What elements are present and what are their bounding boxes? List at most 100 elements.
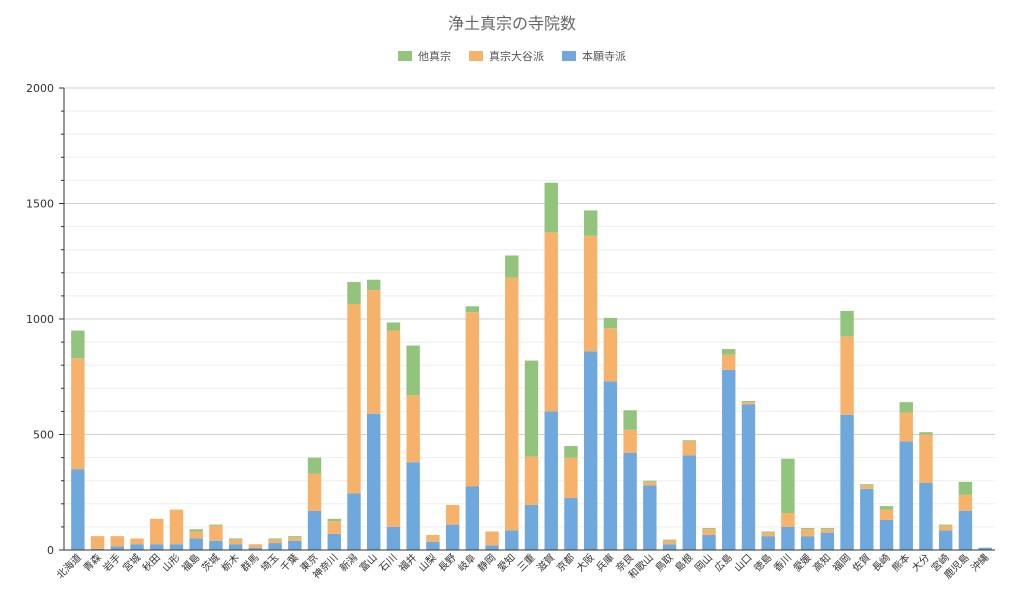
bar-segment xyxy=(761,536,775,550)
bar-segment xyxy=(367,290,381,414)
bar-segment xyxy=(465,306,480,313)
bar-segment xyxy=(327,533,341,550)
bar-segment xyxy=(564,457,578,499)
x-tick-label: 長野 xyxy=(436,552,459,575)
bar-segment xyxy=(288,540,302,550)
x-tick-label: 香川 xyxy=(771,552,794,575)
y-tick-label: 1500 xyxy=(26,198,54,211)
bar-segment xyxy=(505,255,519,278)
bar-segment xyxy=(426,534,440,542)
bar-segment xyxy=(978,547,992,550)
bar-segment xyxy=(800,528,815,530)
x-tick-label: 沖縄 xyxy=(968,551,991,574)
bar-segment xyxy=(268,539,282,544)
bar-segment xyxy=(544,411,558,550)
bar-segment xyxy=(879,509,894,520)
x-tick-label: 秋田 xyxy=(140,551,163,574)
bar-segment xyxy=(426,541,440,550)
chart-legend: 他真宗 真宗大谷派 本願寺派 xyxy=(0,48,1024,64)
bar-segment xyxy=(90,548,105,550)
bar-segment xyxy=(485,545,499,550)
bar-segment xyxy=(268,543,282,550)
bar-segment xyxy=(307,510,322,550)
legend-item[interactable]: 本願寺派 xyxy=(562,48,626,64)
x-tick-label: 佐賀 xyxy=(850,552,873,575)
bar-segment xyxy=(209,525,223,541)
bar-segment xyxy=(209,524,223,526)
x-tick-label: 鳥取 xyxy=(652,551,675,574)
bar-segment xyxy=(682,440,696,442)
bar-segment xyxy=(505,530,519,550)
bar-segment xyxy=(682,455,696,550)
bar-segment xyxy=(583,351,598,550)
x-tick-label: 熊本 xyxy=(889,551,912,574)
bar-segment xyxy=(662,544,677,550)
bar-segment xyxy=(130,538,144,545)
x-tick-label: 茨城 xyxy=(199,551,222,574)
bar-segment xyxy=(465,312,480,487)
x-tick-label: 兵庫 xyxy=(593,551,616,574)
x-tick-label: 岐阜 xyxy=(455,551,478,574)
legend-swatch xyxy=(398,51,412,61)
bar-segment xyxy=(90,536,105,549)
bar-segment xyxy=(445,504,460,525)
legend-label: 他真宗 xyxy=(418,50,451,63)
bar-segment xyxy=(189,531,203,539)
x-tick-label: 岩手 xyxy=(100,551,123,574)
bar-segment xyxy=(386,322,401,331)
bar-segment xyxy=(248,547,263,550)
bar-segment xyxy=(682,441,696,456)
bar-segment xyxy=(347,493,361,550)
bar-segment xyxy=(327,521,341,534)
x-tick-label: 新潟 xyxy=(337,551,360,574)
bar-segment xyxy=(860,484,874,486)
bar-segment xyxy=(386,526,401,550)
x-tick-label: 大分 xyxy=(909,551,932,574)
bar-segment xyxy=(347,282,361,304)
x-tick-label: 山口 xyxy=(732,552,755,575)
x-tick-label: 滋賀 xyxy=(534,551,557,574)
bar-segment xyxy=(248,544,263,548)
bar-segment xyxy=(643,485,657,550)
bar-segment xyxy=(820,532,835,550)
chart-title: 浄土真宗の寺院数 xyxy=(447,14,576,33)
bar-segment xyxy=(899,441,913,550)
bar-segment xyxy=(505,277,519,531)
bar-segment xyxy=(741,402,756,405)
bar-segment xyxy=(840,414,854,550)
bar-segment xyxy=(741,401,756,403)
x-tick-label: 愛知 xyxy=(495,551,518,574)
bar-segment xyxy=(722,369,736,550)
x-tick-label: 富山 xyxy=(356,551,379,574)
bar-segment xyxy=(150,518,164,545)
bar-segment xyxy=(524,456,539,505)
bar-segment xyxy=(110,536,125,547)
bar-segment xyxy=(367,279,381,291)
x-tick-label: 群馬 xyxy=(238,551,261,574)
bar-segment xyxy=(228,538,243,540)
y-tick-label: 0 xyxy=(47,544,54,557)
bar-segment xyxy=(958,481,973,495)
x-tick-label: 栃木 xyxy=(218,551,241,574)
bar-segment xyxy=(919,434,933,484)
bar-segment xyxy=(268,538,282,540)
bar-segment xyxy=(71,358,85,470)
bar-segment xyxy=(781,526,795,550)
bar-segment xyxy=(643,481,657,486)
bar-segment xyxy=(307,473,322,511)
bar-segment xyxy=(860,488,874,550)
bar-segment xyxy=(603,317,618,329)
bar-segment xyxy=(228,539,243,545)
bar-segment xyxy=(603,381,618,550)
bar-segment xyxy=(662,540,677,545)
legend-item[interactable]: 他真宗 xyxy=(398,48,451,64)
x-tick-label: 福岡 xyxy=(830,551,853,574)
legend-item[interactable]: 真宗大谷派 xyxy=(469,48,544,64)
bar-segment xyxy=(800,529,815,537)
x-tick-label: 大阪 xyxy=(573,551,596,574)
bar-segment xyxy=(406,462,420,550)
bar-segment xyxy=(741,404,756,550)
bar-segment xyxy=(110,546,125,550)
